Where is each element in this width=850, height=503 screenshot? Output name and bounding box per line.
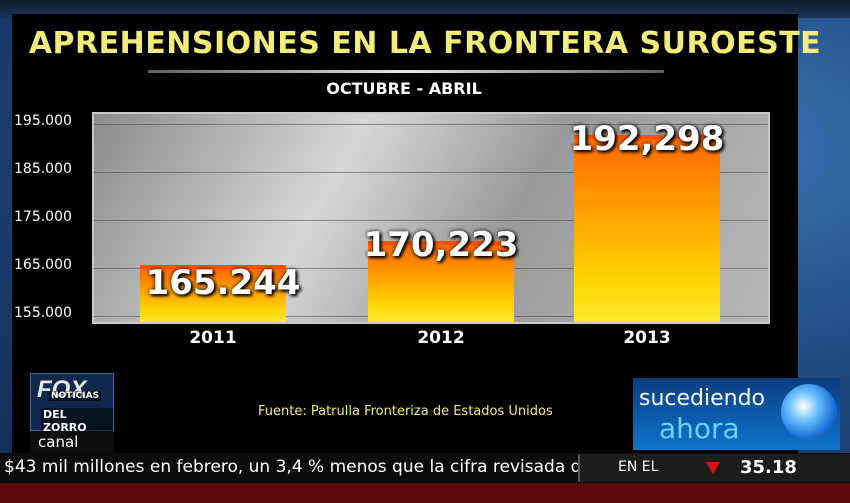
y-tick-label: 175.000 — [14, 209, 72, 225]
logo-channel-label: canal — [30, 431, 114, 453]
market-value: 35.18 — [740, 457, 797, 478]
x-tick-label: 2013 — [623, 328, 671, 348]
ticker-text: $43 mil millones en febrero, un 3,4 % me… — [4, 457, 647, 477]
gridline — [94, 220, 768, 221]
globe-icon — [781, 384, 837, 440]
market-label: EN EL — [618, 459, 659, 475]
top-bar — [0, 0, 850, 18]
bar — [368, 241, 514, 322]
title-divider — [148, 70, 664, 73]
bottom-strip — [0, 483, 850, 503]
live-badge-line-2: ahora — [659, 412, 740, 445]
bar-value-label: 165.244 — [145, 263, 301, 303]
chart-title: APREHENSIONES EN LA FRONTERA SUROESTE — [28, 26, 822, 61]
x-tick-label: 2011 — [189, 328, 237, 348]
y-tick-label: 195.000 — [14, 112, 72, 129]
x-tick-label: 2012 — [417, 328, 465, 348]
bar — [574, 134, 720, 322]
bar — [140, 265, 286, 322]
channel-logo: FOX NOTICIAS DEL ZORRO canal — [30, 373, 114, 453]
logo-line-1: NOTICIAS — [49, 391, 102, 401]
down-arrow-icon — [706, 462, 720, 474]
live-badge-line-1: sucediendo — [639, 386, 766, 411]
logo-box: FOX NOTICIAS DEL ZORRO — [30, 373, 114, 434]
logo-line-2: DEL ZORRO — [41, 408, 113, 434]
gridline — [94, 171, 768, 173]
gridline — [94, 123, 768, 125]
live-badge: sucediendo ahora — [633, 378, 840, 450]
chart-subtitle: OCTUBRE - ABRIL — [326, 79, 482, 98]
bar-value-label: 170,223 — [363, 225, 519, 266]
market-ticker: EN EL 35.18 — [578, 454, 850, 482]
y-tick-label: 155.000 — [14, 305, 72, 322]
y-tick-label: 185.000 — [14, 160, 72, 177]
source-note: Fuente: Patrulla Fronteriza de Estados U… — [258, 404, 553, 419]
bar-value-label: 192,298 — [569, 118, 725, 159]
y-tick-label: 165.000 — [14, 257, 72, 274]
